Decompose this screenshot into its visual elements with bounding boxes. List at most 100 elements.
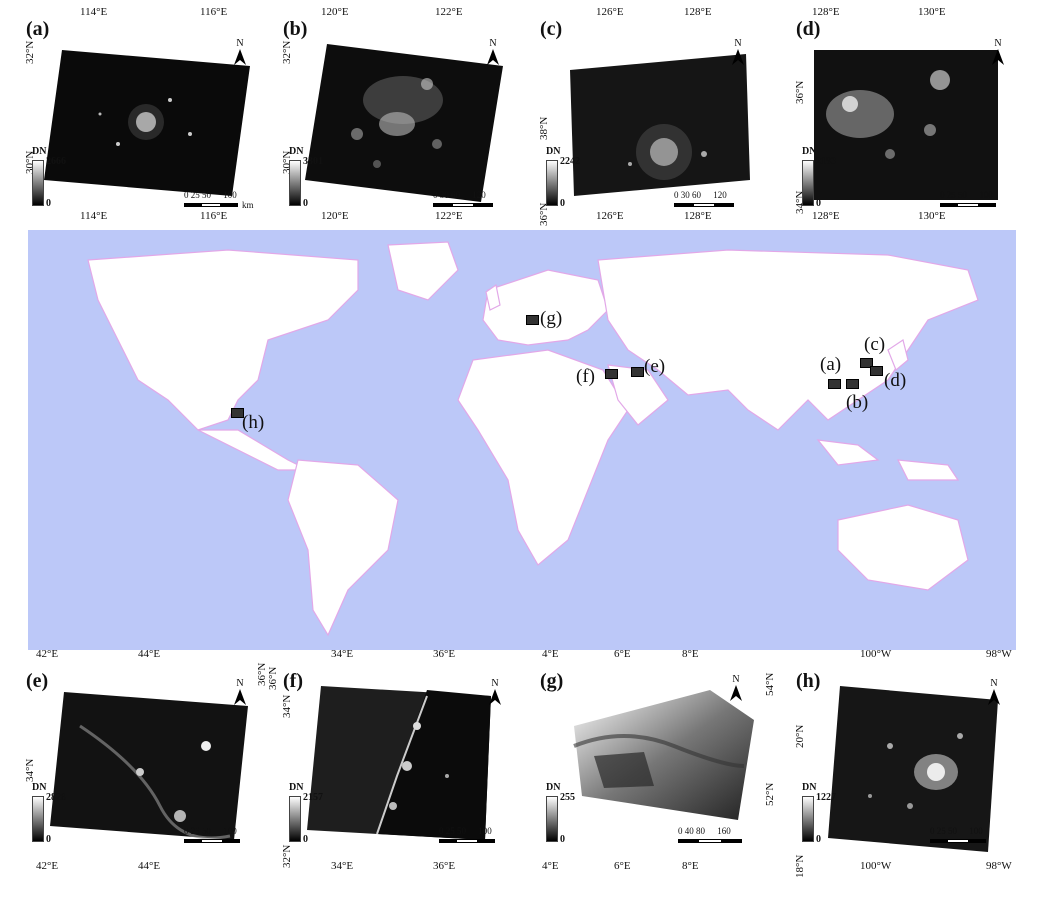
lon-tick: 126°E	[596, 6, 624, 18]
panel-d: (d) 128°E 130°E 128°E 130°E 36°N 34°N DN…	[790, 4, 1032, 224]
lat-tick: 36°N	[538, 202, 550, 226]
dn-unit: DN	[32, 146, 47, 157]
lon-tick: 120°E	[321, 6, 349, 18]
scale-bar-line	[433, 203, 493, 207]
study-area-marker-g	[526, 315, 539, 325]
panel-label: (d)	[796, 18, 821, 40]
dn-max: 2193	[816, 156, 836, 167]
study-area-marker-b	[846, 379, 859, 389]
lat-tick: 36°N	[794, 80, 806, 104]
world-map-land	[87, 241, 979, 637]
map-label-b: (b)	[846, 392, 869, 413]
lon-tick: 122°E	[435, 6, 463, 18]
dn-min: 0	[46, 834, 51, 845]
scale-bar-line	[184, 203, 238, 207]
lon-tick: 34°E	[331, 648, 354, 660]
panel-label: (f)	[283, 670, 303, 692]
dn-unit: DN	[289, 782, 304, 793]
scale-bar-line	[674, 203, 734, 207]
lat-tick: 18°N	[794, 854, 806, 878]
dn-min: 0	[816, 834, 821, 845]
lat-tick: 32°N	[281, 40, 293, 64]
dn-unit: DN	[546, 146, 561, 157]
lon-tick: 34°E	[331, 860, 354, 872]
panel-h: (h) 100°W 98°W 100°W 98°W 20°N 18°N DN 1…	[790, 648, 1032, 878]
satellite-image-g	[573, 690, 754, 820]
lat-tick: 36°N	[267, 666, 279, 690]
lon-tick: 8°E	[682, 860, 699, 872]
dn-max: 2666	[46, 156, 66, 167]
dn-max: 2242	[560, 156, 580, 167]
north-arrow-icon: N	[232, 38, 248, 274]
scale-bar: 0 30 60 120	[433, 190, 486, 200]
dn-unit: DN	[546, 782, 561, 793]
north-arrow-icon: N	[487, 678, 503, 914]
panel-e: (e) 42°E 44°E 42°E 44°E 36°N 34°N DN 282…	[20, 648, 268, 876]
lon-tick: 116°E	[200, 210, 228, 222]
map-label-c: (c)	[864, 334, 886, 355]
scale-bar: 0 25 50 100	[439, 826, 492, 836]
satellite-image-d	[814, 50, 998, 200]
scale-bar: 0 25 50 100	[184, 190, 237, 200]
dn-color-ramp	[546, 796, 558, 842]
lon-tick: 4°E	[542, 648, 559, 660]
lon-tick: 128°E	[684, 6, 712, 18]
scale-bar: 0 40 80 160	[678, 826, 731, 836]
lon-tick: 42°E	[36, 648, 59, 660]
panel-b: (b) 120°E 122°E 120°E 122°E 32°N 30°N DN…	[277, 4, 519, 224]
lat-tick: 32°N	[281, 844, 293, 868]
panel-a: (a) 114°E 116°E 114°E 116°E 32°N 30°N DN…	[20, 4, 262, 224]
north-arrow-icon: N	[728, 674, 744, 910]
lon-tick: 116°E	[200, 6, 228, 18]
map-label-h: (h)	[242, 412, 265, 433]
lon-tick: 36°E	[433, 860, 456, 872]
lat-tick: 34°N	[281, 694, 293, 718]
lon-tick: 6°E	[614, 648, 631, 660]
dn-min: 0	[46, 198, 51, 209]
dn-max: 2828	[46, 792, 66, 803]
satellite-image-a	[44, 50, 250, 196]
panel-g: (g) 4°E 6°E 8°E 4°E 6°E 8°E 54°N 52°N DN…	[534, 648, 776, 876]
map-label-d: (d)	[884, 370, 907, 391]
panel-label: (g)	[540, 670, 564, 692]
study-area-marker-c	[860, 358, 873, 368]
dn-min: 0	[560, 834, 565, 845]
lon-tick: 44°E	[138, 860, 161, 872]
dn-min: 0	[560, 198, 565, 209]
dn-min: 0	[816, 198, 821, 209]
lon-tick: 128°E	[812, 6, 840, 18]
study-area-marker-a	[828, 379, 841, 389]
scale-bar: 0 25 50 100	[184, 826, 237, 836]
panel-label: (h)	[796, 670, 821, 692]
dn-max: 1227	[816, 792, 836, 803]
study-area-marker-f	[605, 369, 618, 379]
dn-color-ramp	[802, 160, 814, 206]
scale-bar: 0 30 60 120	[674, 190, 727, 200]
lon-tick: 98°W	[986, 860, 1012, 872]
lon-tick: 36°E	[433, 648, 456, 660]
dn-color-ramp	[289, 160, 301, 206]
scale-bar-line	[940, 203, 996, 207]
map-label-g: (g)	[540, 308, 563, 329]
lon-tick: 114°E	[80, 6, 108, 18]
lon-tick: 98°W	[986, 648, 1012, 660]
satellite-image-b	[305, 44, 503, 202]
panel-label: (e)	[26, 670, 49, 692]
study-area-marker-e	[631, 367, 644, 377]
lon-tick: 44°E	[138, 648, 161, 660]
lon-tick: 120°E	[321, 210, 349, 222]
dn-min: 0	[303, 198, 308, 209]
satellite-image-h	[828, 686, 998, 852]
dn-color-ramp	[32, 160, 44, 206]
satellite-image-c	[570, 54, 750, 196]
lon-tick: 126°E	[596, 210, 624, 222]
lon-tick: 128°E	[812, 210, 840, 222]
dn-color-ramp	[32, 796, 44, 842]
north-arrow-icon: N	[986, 678, 1002, 914]
dn-color-ramp	[802, 796, 814, 842]
lon-tick: 4°E	[542, 860, 559, 872]
lon-tick: 130°E	[918, 210, 946, 222]
dn-unit: DN	[32, 782, 47, 793]
lon-tick: 8°E	[682, 648, 699, 660]
scale-bar: 0 25 50 100	[930, 826, 983, 836]
